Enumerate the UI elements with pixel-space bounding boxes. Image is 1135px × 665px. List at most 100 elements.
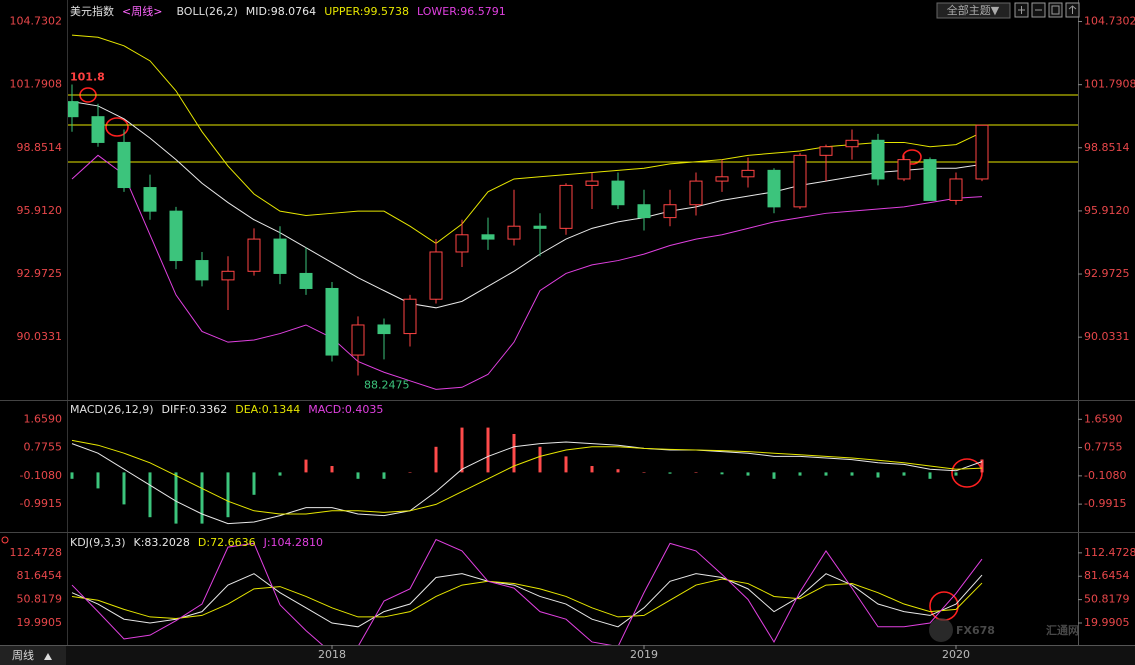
candle-body xyxy=(611,180,625,206)
candle-body xyxy=(91,116,105,143)
low-label: 88.2475 xyxy=(364,379,410,392)
indicator-line xyxy=(71,441,983,525)
y-tick-label: 90.0331 xyxy=(17,330,63,343)
candle-body xyxy=(377,324,391,335)
candle-body xyxy=(975,124,989,180)
header-item: DEA:0.1344 xyxy=(235,403,300,416)
y-tick-label: 19.9905 xyxy=(17,616,63,629)
high-label: 101.8 xyxy=(70,70,105,83)
candle-body xyxy=(195,260,209,281)
candle-body xyxy=(169,210,183,262)
y-tick-label: -0.9915 xyxy=(20,497,62,510)
candle-body xyxy=(689,180,703,206)
y-tick-label: 81.6454 xyxy=(1084,569,1130,582)
macd-bar xyxy=(720,472,724,475)
watermark-logo xyxy=(929,618,953,642)
x-tick-label: 2020 xyxy=(942,648,970,661)
watermark: 汇通网 xyxy=(1046,624,1079,637)
macd-bar xyxy=(460,427,464,473)
header-item: LOWER:96.5791 xyxy=(417,5,506,18)
y-tick-label: 0.7755 xyxy=(1084,441,1123,454)
candle-body xyxy=(741,169,755,178)
header-item: D:72.6636 xyxy=(198,536,256,549)
macd-bar xyxy=(980,459,984,473)
candle-body xyxy=(507,225,521,240)
toolbar-icons xyxy=(1014,2,1080,18)
header-item: J:104.2810 xyxy=(263,536,323,549)
candle-body xyxy=(68,101,79,118)
candle-body xyxy=(871,139,885,180)
period-tab[interactable] xyxy=(0,646,66,665)
indicator-line xyxy=(71,578,983,619)
bottom-bar xyxy=(0,646,1135,665)
y-tick-label: 90.0331 xyxy=(1084,330,1130,343)
macd-bar xyxy=(954,472,958,476)
candle-body xyxy=(663,204,677,219)
panel-header: 美元指数 <周线> BOLL(26,2) MID:98.0764 UPPER:99.57… xyxy=(70,4,506,18)
header-item: MID:98.0764 xyxy=(246,5,316,18)
y-tick-label: 104.7302 xyxy=(1084,15,1135,28)
y-tick-label: 19.9905 xyxy=(1084,616,1130,629)
macd-bar xyxy=(824,472,828,476)
header-item: BOLL(26,2) xyxy=(176,5,237,18)
candle-body xyxy=(533,225,547,229)
macd-bar xyxy=(382,472,386,479)
period-tab-label[interactable]: 周线 xyxy=(12,648,34,662)
x-tick-label: 2018 xyxy=(318,648,346,661)
header-item: <周线> xyxy=(122,4,162,18)
candle-body xyxy=(221,270,235,281)
macd-bar xyxy=(408,472,412,473)
macd-bar xyxy=(512,434,516,473)
candle-body xyxy=(845,139,859,148)
y-tick-label: 101.7908 xyxy=(10,78,63,91)
macd-bar xyxy=(356,472,360,479)
macd-bar xyxy=(278,472,282,476)
theme-button[interactable] xyxy=(936,2,1011,19)
y-tick-label: 112.4728 xyxy=(1084,546,1135,559)
panel-icon xyxy=(1,536,9,544)
macd-bar xyxy=(486,427,490,473)
candle-body xyxy=(559,184,573,229)
candle-body xyxy=(585,180,599,186)
macd-bar xyxy=(694,472,698,473)
candle-body xyxy=(819,146,833,156)
macd-bar xyxy=(252,472,256,495)
macd-bar xyxy=(538,446,542,473)
macd-bar xyxy=(226,472,230,518)
y-tick-label: 50.8179 xyxy=(1084,593,1130,606)
y-tick-label: 101.7908 xyxy=(1084,78,1135,91)
header-item: K:83.2028 xyxy=(134,536,190,549)
y-tick-label: 98.8514 xyxy=(17,141,63,154)
indicator-line xyxy=(71,101,983,309)
candle-body xyxy=(767,169,781,208)
candle-body xyxy=(117,141,131,189)
y-tick-label: 92.9725 xyxy=(1084,267,1130,280)
candle-body xyxy=(273,238,287,274)
header-item: MACD(26,12,9) xyxy=(70,403,154,416)
candle-body xyxy=(637,204,651,219)
indicator-line xyxy=(71,573,983,628)
indicator-line xyxy=(71,154,983,390)
y-tick-label: 81.6454 xyxy=(17,569,63,582)
y-tick-label: 92.9725 xyxy=(17,267,63,280)
candle-body xyxy=(897,159,911,180)
macd-bar xyxy=(330,466,334,473)
macd-bar xyxy=(668,472,672,474)
candle-body xyxy=(143,187,157,212)
candle-body xyxy=(325,287,339,356)
macd-bar xyxy=(798,472,802,476)
candle-body xyxy=(715,176,729,182)
theme-button-label[interactable]: 全部主题▼ xyxy=(947,3,1000,17)
plot-area xyxy=(68,34,1078,390)
panel-header: MACD(26,12,9) DIFF:0.3362 DEA:0.1344 MACD:0… xyxy=(70,403,383,416)
y-tick-label: 95.9120 xyxy=(17,204,63,217)
macd-bar xyxy=(174,472,178,524)
header-item: 美元指数 xyxy=(70,4,114,18)
plot-area xyxy=(70,427,984,525)
panel-header: KDJ(9,3,3) K:83.2028 D:72.6636 J:104.2810 xyxy=(70,536,323,549)
macd-bar xyxy=(850,472,854,476)
candle-body xyxy=(429,251,443,300)
candle-body xyxy=(481,234,495,240)
period-tab-arrow[interactable] xyxy=(44,653,52,660)
candle-body xyxy=(403,298,417,335)
